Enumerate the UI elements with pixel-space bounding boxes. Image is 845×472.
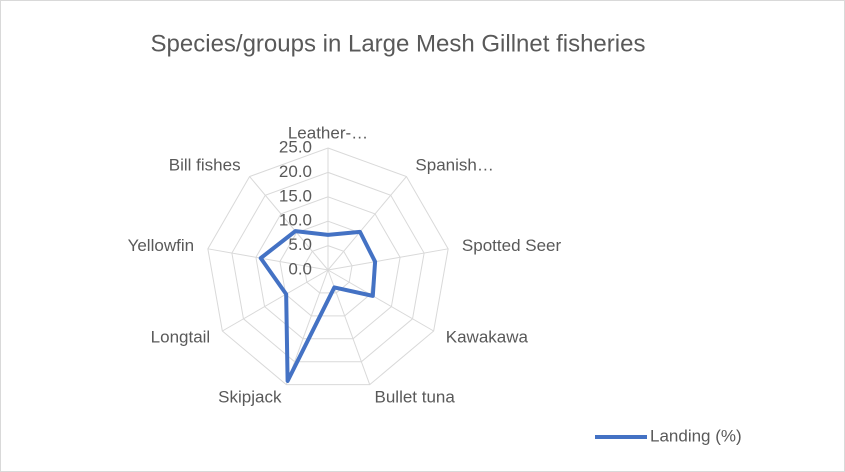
spoke xyxy=(327,269,434,332)
category-label: Leather-… xyxy=(288,123,368,142)
series-line xyxy=(258,229,378,383)
spoke xyxy=(222,269,329,332)
chart-title: Species/groups in Large Mesh Gillnet fis… xyxy=(151,30,646,57)
legend-label: Landing (%) xyxy=(650,426,742,445)
category-label: Skipjack xyxy=(218,387,282,406)
y-tick-label: 25.0 xyxy=(279,137,312,156)
spoke xyxy=(249,176,329,271)
y-tick-label: 20.0 xyxy=(279,162,312,181)
y-tick-label: 5.0 xyxy=(288,235,312,254)
category-label: Bill fishes xyxy=(169,155,241,174)
grid-ring xyxy=(255,196,401,340)
category-label: Kawakawa xyxy=(446,327,529,346)
y-tick-label: 10.0 xyxy=(279,211,312,230)
spoke xyxy=(327,248,449,271)
category-label: Spotted Seer xyxy=(462,236,562,255)
grid-ring xyxy=(207,147,449,386)
grid-ring xyxy=(303,245,353,294)
category-label: Bullet tuna xyxy=(375,387,456,406)
category-label: Spanish… xyxy=(415,155,493,174)
category-label: Longtail xyxy=(151,327,211,346)
grid-ring xyxy=(231,171,425,363)
spoke xyxy=(207,248,329,271)
y-tick-label: 0.0 xyxy=(288,259,312,278)
category-label: Yellowfin xyxy=(128,236,194,255)
spoke xyxy=(327,176,407,271)
y-tick-label: 15.0 xyxy=(279,186,312,205)
